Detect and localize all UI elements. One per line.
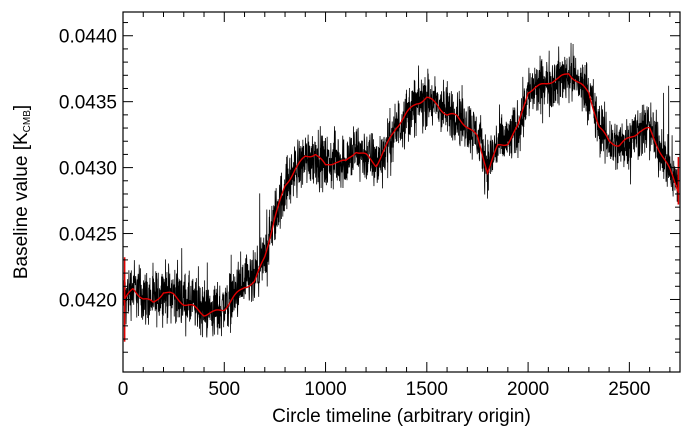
raw-series (123, 42, 679, 338)
y-tick-label: 0.0425 (59, 225, 117, 246)
plot-frame (122, 11, 681, 373)
smoothed-series (123, 73, 679, 317)
y-tick-label: 0.0420 (59, 290, 117, 311)
x-axis-label: Circle timeline (arbitrary origin) (272, 406, 531, 427)
y-axis-label-sub: CMB (22, 110, 33, 133)
x-tick-label: 500 (208, 379, 240, 400)
x-tick-label: 2500 (608, 379, 650, 400)
x-tick-label: 1000 (304, 379, 346, 400)
x-tick-label: 0 (118, 379, 129, 400)
y-axis-label: Baseline value [KCMB] (11, 105, 33, 279)
y-tick-label: 0.0435 (59, 93, 117, 114)
y-axis-label-main: Baseline value [K (11, 132, 32, 279)
smoothed-series-line (123, 73, 679, 317)
y-axis-label-close: ] (11, 105, 32, 110)
x-tick-label: 2000 (507, 379, 549, 400)
y-tick-label: 0.0440 (59, 27, 117, 48)
x-tick-label: 1500 (406, 379, 448, 400)
axis-ticks: 0 500 1000 1500 2000 2500 0.0420 0.0425 0.0430 0.… (59, 12, 680, 400)
raw-series-line (123, 42, 679, 338)
y-tick-label: 0.0430 (59, 159, 117, 180)
